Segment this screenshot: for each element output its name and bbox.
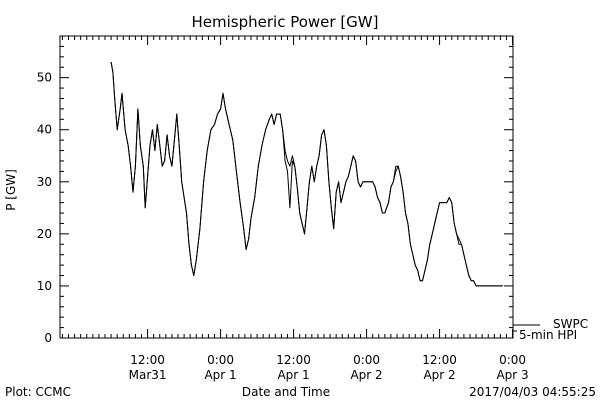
generation-timestamp: 2017/04/03 04:55:25 xyxy=(469,385,596,399)
x-tick-time-label: 0:00 xyxy=(499,353,526,367)
x-tick-date-label: Apr 2 xyxy=(423,368,455,382)
plot-credit: Plot: CCMC xyxy=(5,385,71,399)
series-lines xyxy=(110,61,503,287)
series-line-swpc xyxy=(110,61,503,287)
y-tick-label: 30 xyxy=(37,175,52,189)
series-line-5-min-hpi xyxy=(110,61,503,287)
y-tick-label: 10 xyxy=(37,279,52,293)
x-tick-date-label: Apr 1 xyxy=(204,368,236,382)
x-tick-time-label: 0:00 xyxy=(353,353,380,367)
x-tick-time-label: 12:00 xyxy=(276,353,311,367)
y-tick-label: 50 xyxy=(37,71,52,85)
y-axis: 0 10 20 30 40 50 xyxy=(37,35,513,345)
x-tick-date-label: Mar31 xyxy=(129,368,167,382)
y-tick-label: 0 xyxy=(44,331,52,345)
x-tick-time-label: 12:00 xyxy=(422,353,457,367)
y-tick-label: 20 xyxy=(37,227,52,241)
x-axis-label: Date and Time xyxy=(242,385,330,399)
legend: SWPC 5-min HPI xyxy=(513,317,588,342)
y-tick-label: 40 xyxy=(37,123,52,137)
plot-frame xyxy=(59,35,514,339)
y-axis-label: P [GW] xyxy=(4,169,18,211)
x-tick-time-label: 12:00 xyxy=(130,353,165,367)
legend-hpi-label: 5-min HPI xyxy=(519,328,577,342)
x-tick-date-label: Apr 2 xyxy=(350,368,382,382)
chart-title: Hemispheric Power [GW] xyxy=(192,13,379,31)
legend-swpc-label: SWPC xyxy=(553,317,588,331)
x-tick-date-label: Apr 3 xyxy=(496,368,528,382)
x-tick-date-label: Apr 1 xyxy=(277,368,309,382)
x-tick-time-label: 0:00 xyxy=(207,353,234,367)
